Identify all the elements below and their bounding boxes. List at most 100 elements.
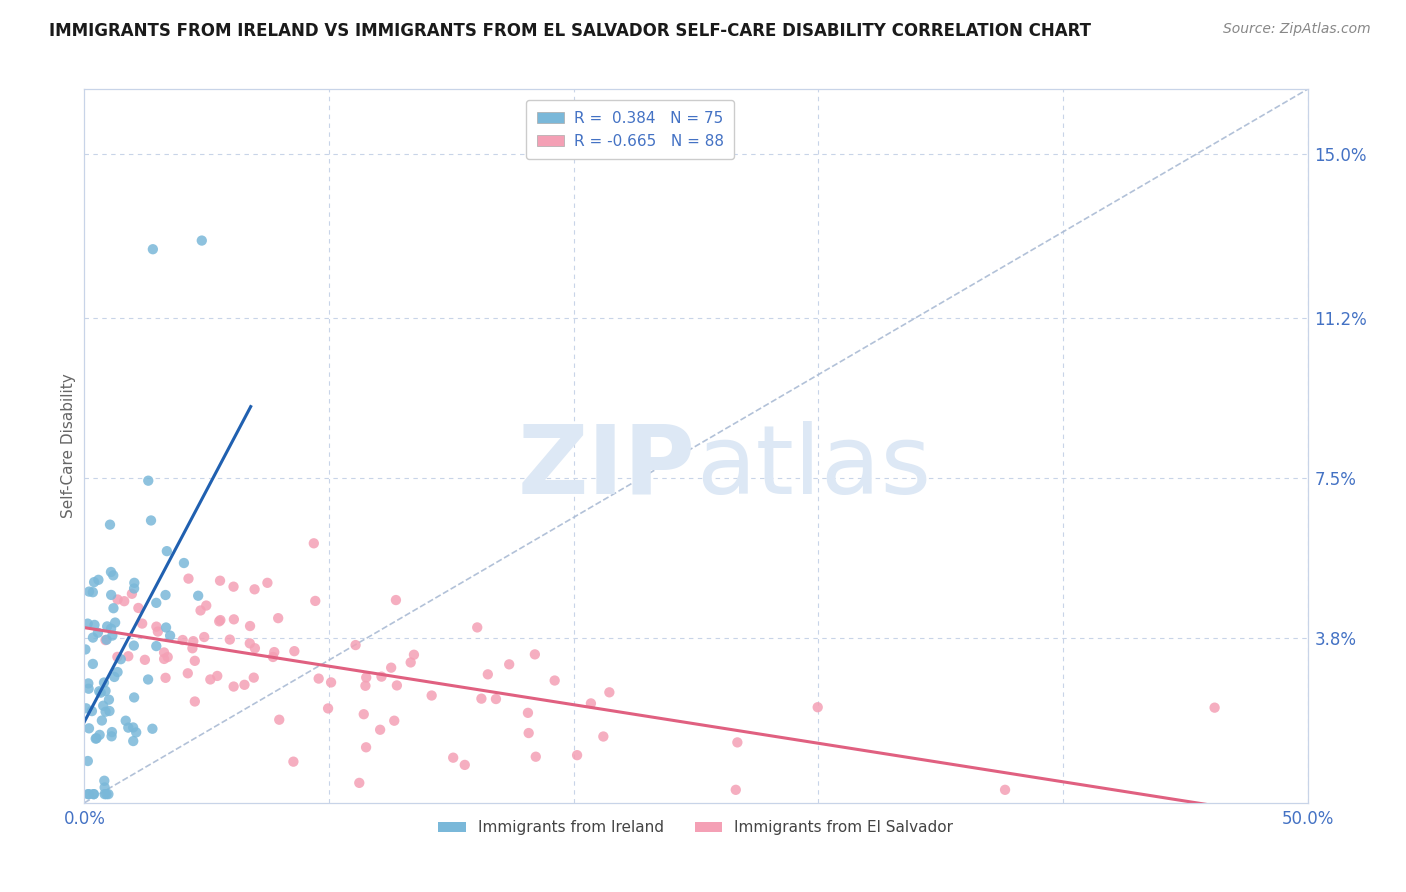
Point: [100, 622, 122, 636]
Point: [107, 592, 129, 607]
Point: [269, 713, 291, 727]
Point: [94, 633, 117, 648]
Point: [77, 584, 100, 599]
Point: [105, 649, 128, 664]
Point: [441, 750, 464, 764]
Y-axis label: Self-Care Disability: Self-Care Disability: [60, 374, 76, 518]
Point: [77, 787, 100, 801]
Point: [96, 787, 118, 801]
Text: ZIP: ZIP: [517, 421, 696, 514]
Point: [191, 234, 214, 248]
Point: [93, 675, 115, 690]
Point: [141, 722, 163, 736]
Point: [385, 593, 408, 607]
Point: [136, 673, 159, 687]
Point: [592, 730, 614, 744]
Point: [91, 698, 114, 713]
Point: [207, 669, 229, 683]
Point: [156, 544, 179, 558]
Point: [222, 580, 245, 594]
Point: [87, 573, 110, 587]
Point: [155, 671, 177, 685]
Point: [156, 650, 179, 665]
Point: [256, 575, 278, 590]
Point: [233, 678, 256, 692]
Point: [131, 616, 153, 631]
Point: [544, 673, 567, 688]
Point: [142, 242, 165, 256]
Point: [122, 690, 145, 705]
Point: [283, 755, 305, 769]
Point: [77, 787, 100, 801]
Point: [263, 645, 285, 659]
Point: [112, 594, 135, 608]
Point: [380, 661, 402, 675]
Point: [181, 634, 204, 648]
Point: [94, 684, 117, 698]
Point: [565, 748, 588, 763]
Point: [470, 691, 492, 706]
Point: [184, 654, 207, 668]
Point: [524, 749, 547, 764]
Point: [121, 587, 143, 601]
Point: [399, 656, 422, 670]
Point: [316, 701, 339, 715]
Point: [516, 706, 538, 720]
Point: [598, 685, 620, 699]
Point: [190, 603, 212, 617]
Point: [1204, 700, 1226, 714]
Point: [97, 692, 120, 706]
Point: [122, 582, 145, 596]
Point: [465, 620, 488, 634]
Point: [117, 649, 139, 664]
Point: [994, 782, 1017, 797]
Point: [89, 684, 111, 698]
Point: [319, 675, 342, 690]
Point: [145, 619, 167, 633]
Point: [93, 773, 115, 788]
Point: [454, 758, 477, 772]
Point: [139, 513, 162, 527]
Point: [96, 632, 118, 647]
Point: [124, 575, 146, 590]
Point: [222, 612, 245, 626]
Point: [110, 652, 132, 666]
Point: [267, 611, 290, 625]
Point: [103, 601, 125, 615]
Point: [146, 624, 169, 639]
Point: [82, 657, 104, 671]
Point: [107, 665, 129, 679]
Point: [155, 588, 177, 602]
Point: [122, 639, 145, 653]
Point: [125, 725, 148, 739]
Point: [87, 625, 110, 640]
Point: [83, 787, 105, 801]
Point: [98, 704, 121, 718]
Point: [82, 585, 104, 599]
Point: [402, 648, 425, 662]
Point: [477, 667, 499, 681]
Point: [97, 787, 120, 801]
Point: [122, 721, 145, 735]
Point: [385, 678, 408, 692]
Point: [725, 735, 748, 749]
Point: [90, 686, 112, 700]
Point: [75, 642, 97, 657]
Text: Source: ZipAtlas.com: Source: ZipAtlas.com: [1223, 22, 1371, 37]
Point: [262, 650, 284, 665]
Point: [103, 670, 125, 684]
Point: [101, 629, 124, 643]
Point: [193, 630, 215, 644]
Point: [353, 707, 375, 722]
Point: [173, 556, 195, 570]
Point: [117, 721, 139, 735]
Point: [368, 723, 391, 737]
Point: [724, 782, 747, 797]
Point: [145, 639, 167, 653]
Point: [485, 692, 508, 706]
Text: IMMIGRANTS FROM IRELAND VS IMMIGRANTS FROM EL SALVADOR SELF-CARE DISABILITY CORR: IMMIGRANTS FROM IRELAND VS IMMIGRANTS FR…: [49, 22, 1091, 40]
Point: [187, 589, 209, 603]
Point: [579, 697, 602, 711]
Point: [242, 671, 264, 685]
Point: [243, 582, 266, 597]
